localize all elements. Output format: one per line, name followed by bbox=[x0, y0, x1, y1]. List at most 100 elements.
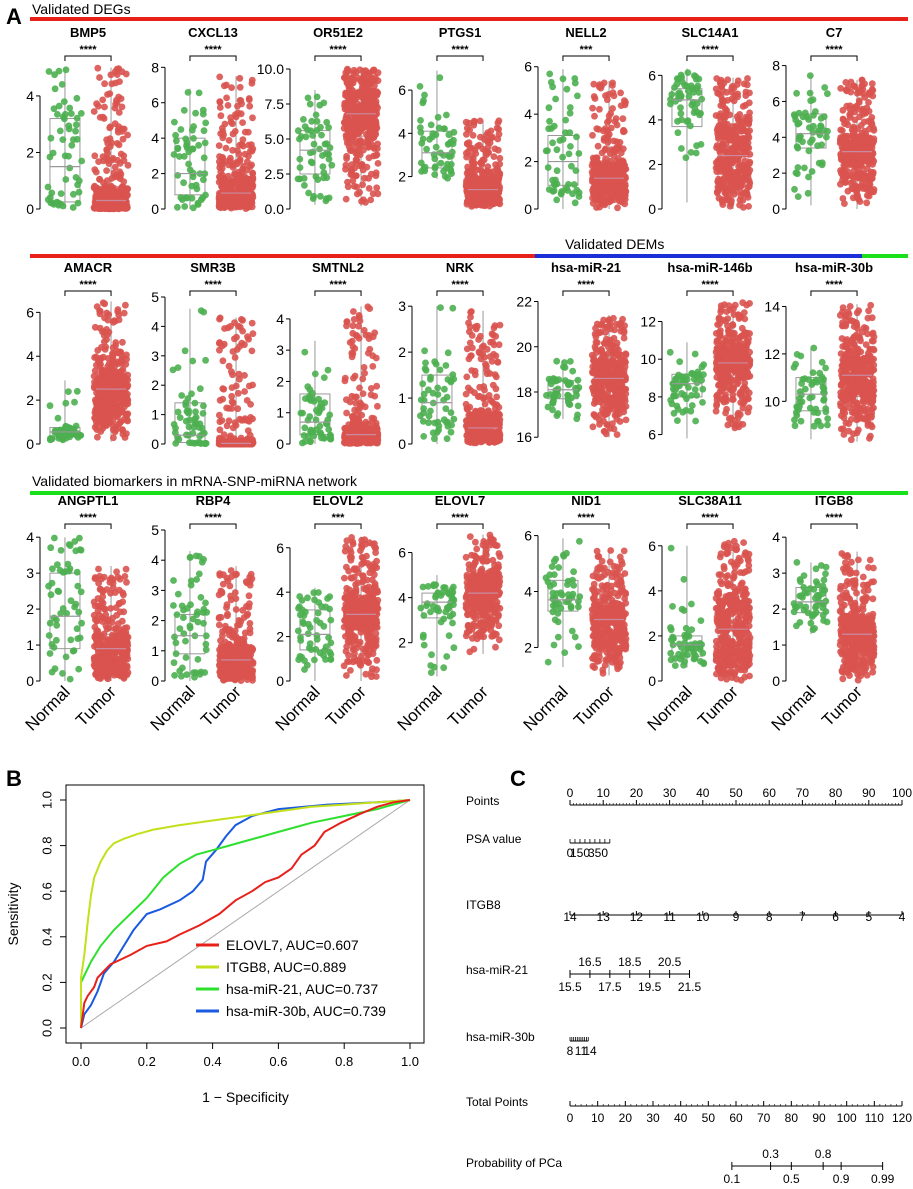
tumor-point bbox=[358, 198, 365, 205]
tumor-point bbox=[108, 139, 115, 147]
normal-point bbox=[316, 429, 324, 437]
normal-point bbox=[803, 113, 811, 121]
normal-point bbox=[547, 78, 555, 86]
tumor-point bbox=[367, 438, 375, 446]
tumor-point bbox=[838, 127, 846, 134]
normal-point bbox=[687, 82, 695, 90]
normal-point bbox=[450, 136, 457, 144]
tumor-point bbox=[490, 418, 498, 426]
normal-point bbox=[313, 118, 321, 125]
tumor-point bbox=[344, 67, 352, 74]
tumor-point bbox=[360, 364, 368, 371]
tumor-point bbox=[364, 303, 372, 311]
normal-point bbox=[567, 143, 574, 150]
tumor-point bbox=[343, 396, 350, 404]
gene-title: SMTNL2 bbox=[312, 260, 364, 275]
tumor-point bbox=[488, 172, 496, 180]
normal-point bbox=[801, 164, 808, 172]
tumor-point bbox=[476, 413, 484, 421]
normal-point bbox=[562, 116, 569, 124]
tumor-point bbox=[227, 118, 235, 126]
tumor-point bbox=[99, 391, 107, 398]
normal-point bbox=[320, 374, 328, 381]
tumor-point bbox=[343, 152, 350, 160]
normal-point bbox=[309, 132, 317, 139]
normal-point bbox=[61, 152, 69, 160]
normal-point bbox=[49, 149, 57, 157]
boxplot-grid: BMP5****024CXCL13****02468OR51E2****0.02… bbox=[22, 25, 878, 735]
tumor-point bbox=[367, 87, 375, 95]
normal-point bbox=[549, 139, 556, 147]
normal-point bbox=[58, 81, 66, 88]
gene-title: SMR3B bbox=[190, 260, 236, 275]
normal-point bbox=[57, 190, 65, 198]
y-tick-label: 0 bbox=[26, 201, 34, 217]
tumor-point bbox=[236, 74, 244, 82]
tumor-point bbox=[469, 177, 477, 185]
tumor-point bbox=[227, 323, 234, 330]
normal-point bbox=[75, 188, 83, 196]
tumor-point bbox=[487, 338, 494, 346]
tumor-point bbox=[221, 120, 229, 128]
tumor-point bbox=[490, 350, 497, 358]
tumor-point bbox=[114, 190, 122, 198]
tumor-point bbox=[118, 398, 126, 406]
normal-point bbox=[307, 158, 315, 166]
tumor-point bbox=[219, 357, 227, 365]
normal-point bbox=[419, 99, 427, 107]
tumor-point bbox=[101, 103, 108, 111]
normal-point bbox=[62, 399, 70, 407]
tumor-point bbox=[355, 322, 362, 330]
significance-label: **** bbox=[329, 44, 347, 56]
tumor-point bbox=[122, 301, 129, 309]
tumor-point bbox=[723, 164, 731, 172]
normal-point bbox=[564, 379, 571, 387]
significance-label: **** bbox=[329, 279, 347, 291]
significance-bracket bbox=[314, 55, 362, 61]
tumor-point bbox=[589, 199, 597, 207]
normal-point bbox=[174, 408, 182, 416]
tumor-point bbox=[94, 64, 102, 72]
tumor-point bbox=[347, 166, 355, 174]
normal-point bbox=[301, 348, 309, 356]
tumor-point bbox=[744, 132, 752, 140]
tumor-point bbox=[90, 108, 98, 115]
tumor-point bbox=[96, 204, 103, 212]
tumor-point bbox=[248, 76, 256, 84]
y-tick-label: 10.0 bbox=[257, 61, 284, 77]
y-tick-label: 1 bbox=[151, 407, 159, 423]
tumor-point bbox=[742, 92, 750, 99]
y-tick-label: 8 bbox=[772, 58, 780, 74]
normal-point bbox=[549, 406, 556, 414]
y-tick-label: 5 bbox=[151, 289, 159, 305]
normal-point bbox=[432, 360, 440, 368]
significance-bracket bbox=[562, 290, 610, 296]
tumor-point bbox=[119, 135, 127, 143]
tumor-point bbox=[464, 197, 472, 205]
section-label-degs: Validated DEGs bbox=[32, 1, 131, 17]
tumor-point bbox=[239, 142, 247, 150]
tumor-point bbox=[249, 170, 257, 177]
normal-point bbox=[574, 92, 581, 100]
normal-point bbox=[449, 371, 457, 379]
tumor-point bbox=[368, 96, 375, 104]
normal-point bbox=[432, 143, 440, 151]
tumor-point bbox=[857, 133, 865, 140]
tumor-point bbox=[479, 145, 487, 153]
tumor-point bbox=[367, 80, 374, 88]
normal-point bbox=[795, 109, 803, 117]
normal-point bbox=[567, 358, 574, 365]
tumor-point bbox=[868, 120, 876, 128]
tumor-point bbox=[494, 431, 502, 438]
normal-point bbox=[316, 145, 323, 153]
normal-point bbox=[543, 392, 550, 399]
tumor-point bbox=[372, 422, 380, 430]
normal-point bbox=[66, 104, 74, 112]
tumor-point bbox=[94, 433, 101, 441]
section-label-dems: Validated DEMs bbox=[565, 236, 664, 252]
normal-point bbox=[441, 385, 448, 393]
normal-point bbox=[563, 85, 571, 93]
normal-point bbox=[449, 304, 457, 312]
normal-point bbox=[304, 126, 311, 134]
normal-point bbox=[418, 139, 426, 147]
